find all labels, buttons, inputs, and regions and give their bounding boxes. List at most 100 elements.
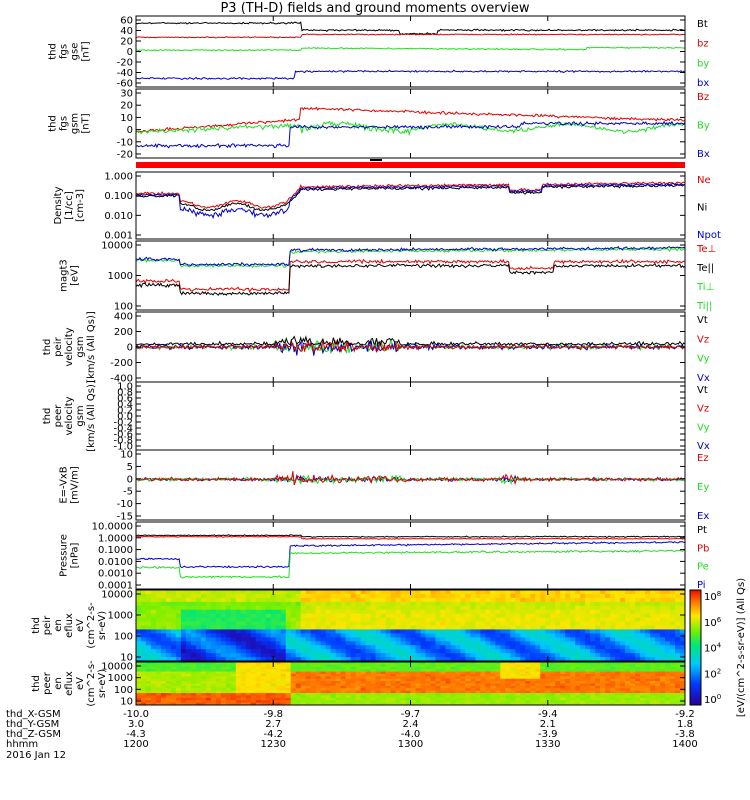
electron-spectrogram-cell <box>620 671 626 675</box>
ion-spectrogram-cell <box>515 613 521 619</box>
ion-spectrogram-cell <box>450 649 456 654</box>
ion-spectrogram-cell <box>570 590 576 595</box>
ion-spectrogram-cell <box>195 625 202 630</box>
ion-spectrogram-cell <box>290 590 297 595</box>
electron-spectrogram-cell <box>165 662 172 665</box>
ion-spectrogram-cell <box>330 621 337 626</box>
electron-spectrogram-cell <box>635 700 641 704</box>
electron-spectrogram-cell <box>150 685 157 689</box>
ion-spectrogram-cell <box>410 601 416 607</box>
electron-spectrogram-cell <box>660 662 666 665</box>
electron-spectrogram-cell <box>670 678 676 682</box>
ion-spectrogram-cell <box>565 645 571 650</box>
electron-spectrogram-cell <box>205 676 212 680</box>
ion-spectrogram-cell <box>635 641 641 646</box>
ion-spectrogram-cell <box>550 621 556 626</box>
ion-spectrogram-cell <box>635 617 641 622</box>
electron-spectrogram-cell <box>240 664 247 668</box>
electron-spectrogram-cell <box>240 666 247 670</box>
ion-spectrogram-cell <box>385 645 391 650</box>
colorbar-cell <box>690 620 701 624</box>
electron-spectrogram-cell <box>320 695 327 699</box>
by-gsm-line <box>135 120 686 137</box>
electron-spectrogram-cell <box>595 676 601 680</box>
electron-spectrogram-cell <box>600 673 606 677</box>
ion-spectrogram-cell <box>680 641 686 646</box>
electron-spectrogram-cell <box>450 685 456 689</box>
ion-spectrogram-cell <box>555 645 561 650</box>
ion-spectrogram-cell <box>485 629 491 634</box>
electron-spectrogram-cell <box>370 671 376 675</box>
electron-spectrogram-cell <box>400 700 406 704</box>
ion-spectrogram-cell <box>450 617 456 622</box>
ion-spectrogram-cell <box>155 613 162 619</box>
colorbar-cell <box>690 590 701 593</box>
electron-spectrogram-cell <box>160 664 167 668</box>
electron-spectrogram-cell <box>395 678 401 682</box>
ion-spectrogram-cell <box>535 629 541 634</box>
electron-spectrogram-cell <box>650 683 656 687</box>
electron-spectrogram-cell <box>405 678 411 682</box>
electron-spectrogram-cell <box>510 681 516 684</box>
electron-spectrogram-cell <box>500 693 506 696</box>
electron-spectrogram-cell <box>160 685 167 689</box>
electron-spectrogram-cell <box>315 678 322 682</box>
ion-spectrogram-cell <box>285 649 292 654</box>
ion-spectrogram-cell <box>555 629 561 634</box>
ion-spectrogram-cell <box>240 645 247 650</box>
electron-spectrogram-cell <box>285 683 292 687</box>
ion-spectrogram-cell <box>136 601 142 607</box>
ion-spectrogram-cell <box>350 629 356 634</box>
ion-spectrogram-cell <box>665 609 671 615</box>
electron-spectrogram-cell <box>360 681 366 684</box>
ion-spectrogram-cell <box>370 657 376 662</box>
electron-spectrogram-cell <box>430 688 436 692</box>
ion-spectrogram-cell <box>265 645 272 650</box>
electron-spectrogram-cell <box>210 702 217 706</box>
electron-spectrogram-cell <box>310 702 317 706</box>
electron-spectrogram-cell <box>415 671 421 675</box>
electron-spectrogram-cell <box>450 669 456 672</box>
electron-spectrogram-cell <box>600 662 606 665</box>
ion-spectrogram-cell <box>415 590 421 595</box>
electron-spectrogram-cell <box>330 676 337 680</box>
electron-spectrogram-cell <box>535 666 541 670</box>
electron-spectrogram-cell <box>485 683 491 687</box>
electron-spectrogram-cell <box>185 685 192 689</box>
ion-spectrogram-cell <box>330 637 337 642</box>
electron-spectrogram-cell <box>675 671 681 675</box>
ion-spectrogram-cell <box>470 621 476 626</box>
electron-spectrogram-cell <box>570 693 576 696</box>
electron-spectrogram-cell <box>670 664 676 668</box>
electron-spectrogram-cell <box>400 685 406 689</box>
electron-spectrogram-cell <box>330 662 337 665</box>
ion-spectrogram-cell <box>340 590 347 595</box>
electron-spectrogram-cell <box>310 678 317 682</box>
electron-spectrogram-cell <box>675 693 681 696</box>
electron-spectrogram-cell <box>495 693 501 696</box>
ion-spectrogram-cell <box>355 605 361 611</box>
electron-spectrogram-cell <box>565 688 571 692</box>
ion-spectrogram-cell <box>605 657 611 662</box>
ion-spectrogram-cell <box>240 590 247 595</box>
electron-spectrogram-cell <box>315 662 322 665</box>
electron-spectrogram-cell <box>500 688 506 692</box>
ion-spectrogram-cell <box>220 653 227 658</box>
ion-spectrogram-cell <box>285 597 292 603</box>
electron-spectrogram-cell <box>550 662 556 665</box>
electron-spectrogram-cell <box>395 695 401 699</box>
ion-spectrogram-cell <box>235 657 242 662</box>
electron-spectrogram-cell <box>595 693 601 696</box>
ion-spectrogram-cell <box>210 657 217 662</box>
ion-spectrogram-cell <box>215 649 222 654</box>
electron-spectrogram-cell <box>430 678 436 682</box>
ion-spectrogram-cell <box>640 617 646 622</box>
electron-spectrogram-cell <box>470 664 476 668</box>
electron-spectrogram-cell <box>615 693 621 696</box>
ion-spectrogram-cell <box>530 649 536 654</box>
ion-spectrogram-cell <box>490 637 496 642</box>
ion-spectrogram-cell <box>220 629 227 634</box>
ion-spectrogram-cell <box>195 649 202 654</box>
efield-panel-ytick-label: 5 <box>127 462 133 473</box>
electron-spectrogram-cell <box>225 685 232 689</box>
